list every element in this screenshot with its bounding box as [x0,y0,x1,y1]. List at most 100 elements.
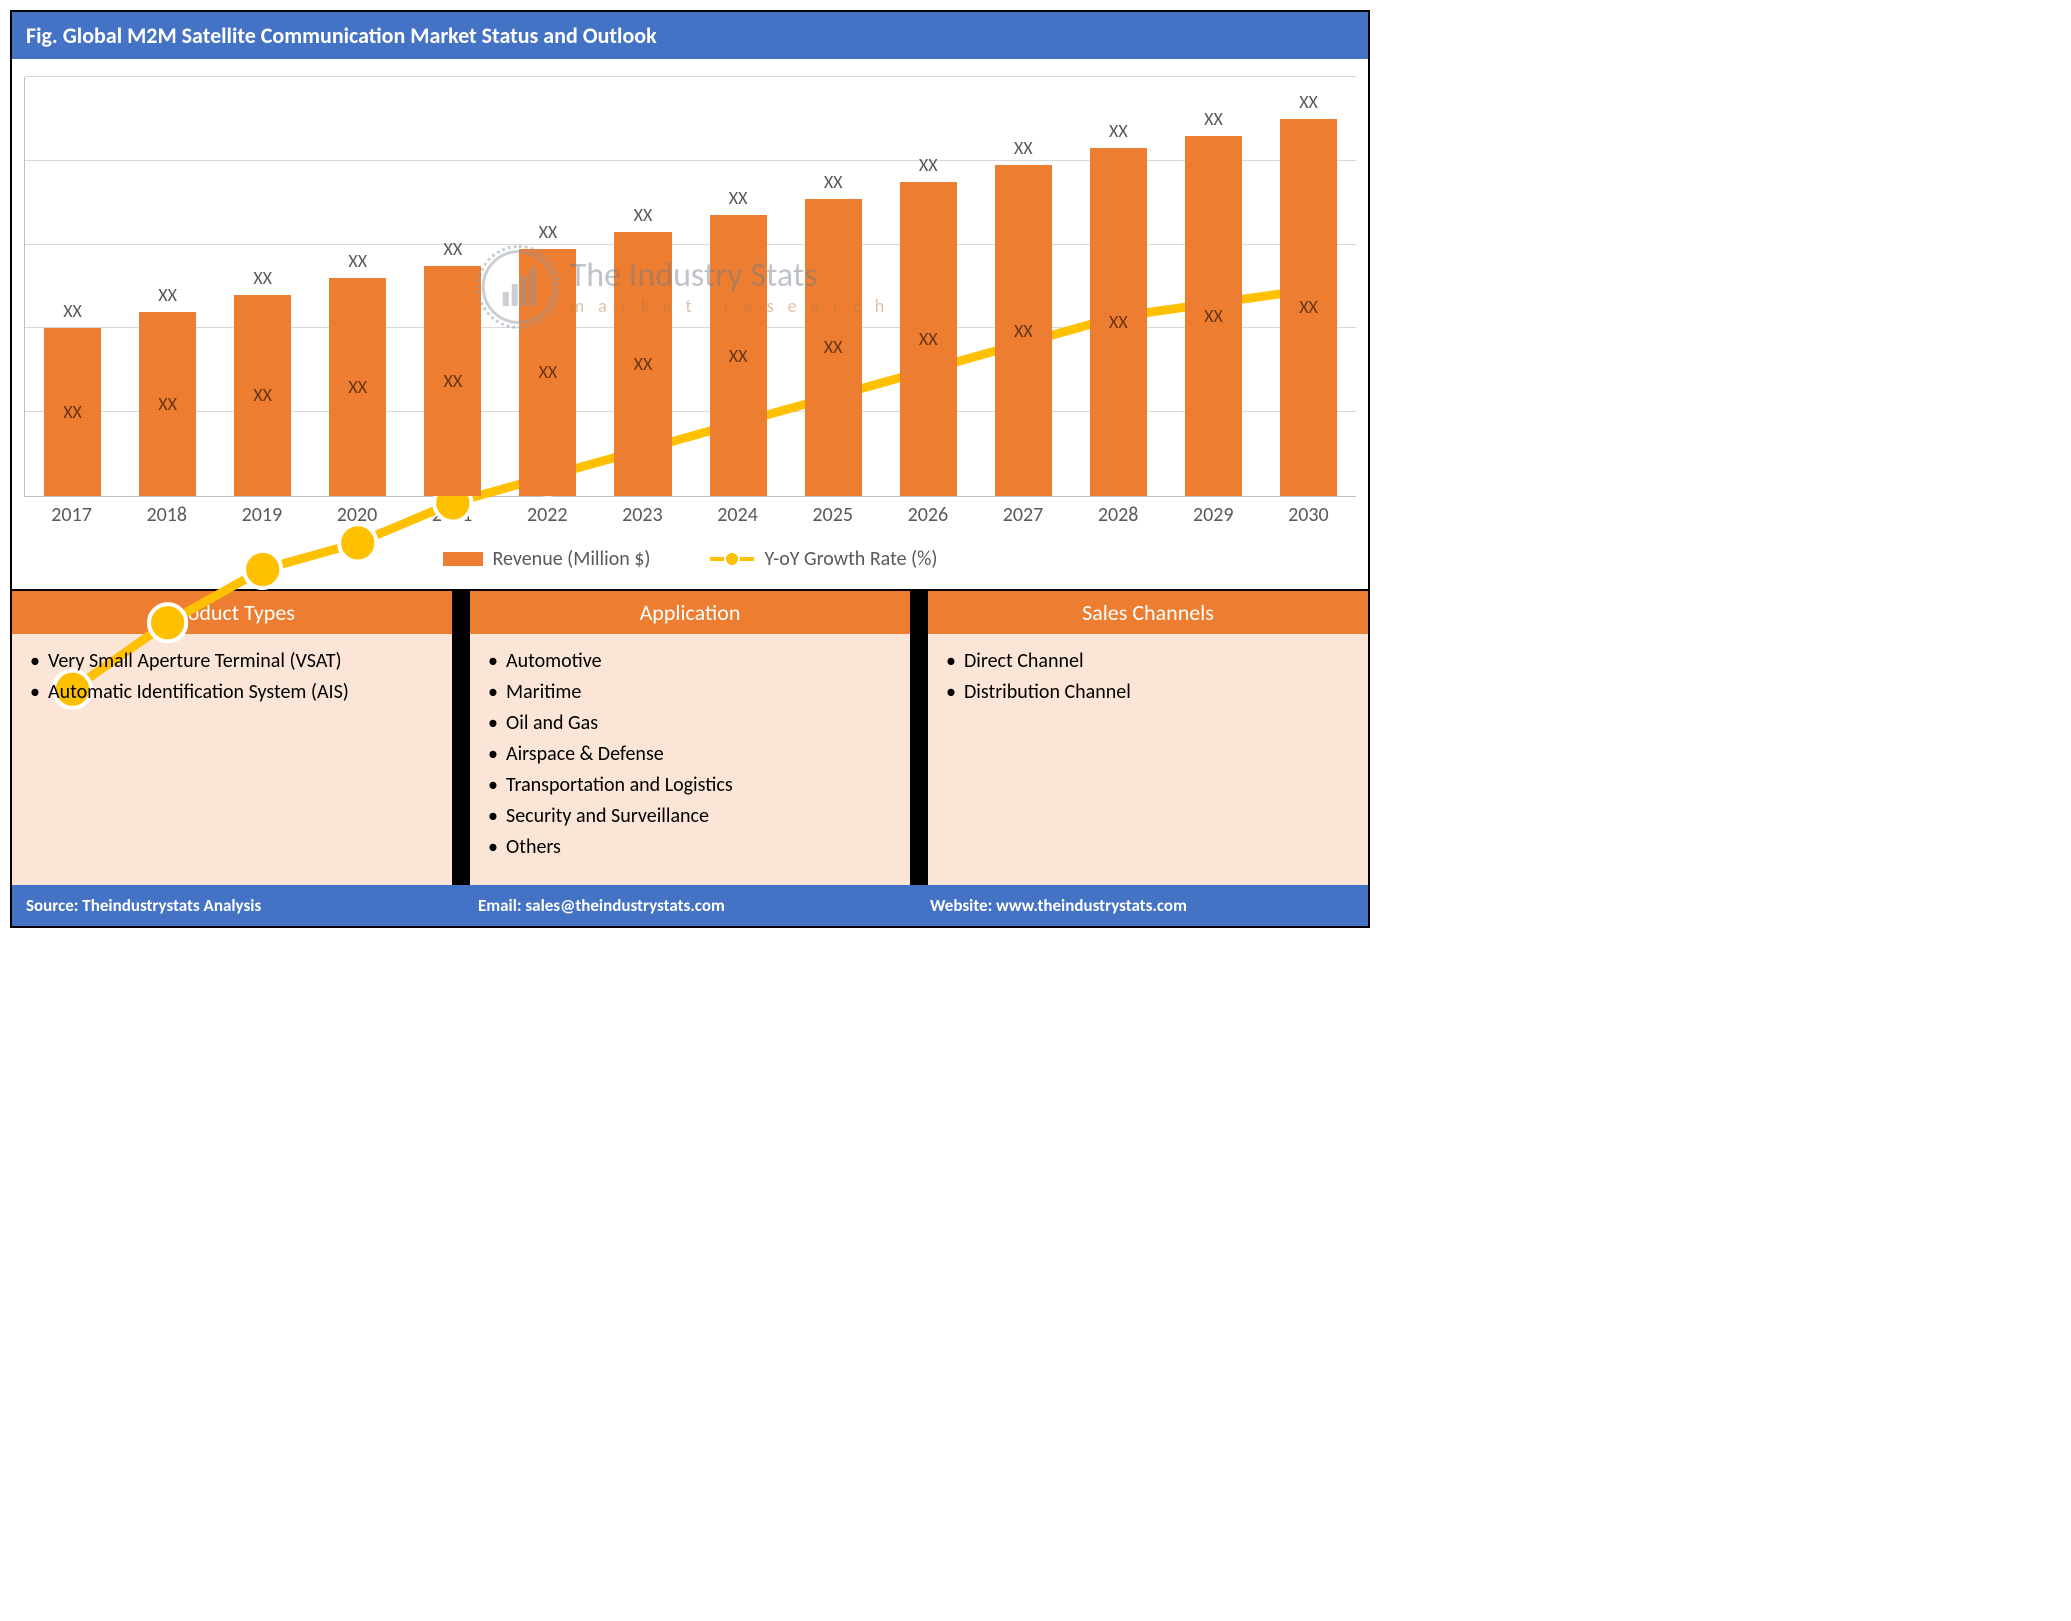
revenue-bar: XX [234,295,291,496]
bar-top-label: XX [539,221,558,243]
panel-heading: Sales Channels [928,591,1368,634]
bar-inner-label: XX [729,345,748,367]
x-tick: 2026 [880,503,975,527]
revenue-bar: XX [1280,119,1337,496]
bar-slot: XX XX [215,77,310,496]
x-tick: 2018 [119,503,214,527]
bar-top-label: XX [919,154,938,176]
legend-line-swatch [710,557,754,561]
category-panel: Product TypesVery Small Aperture Termina… [12,591,454,885]
revenue-bar: XX [1185,136,1242,496]
category-panel: Sales Channels Direct Channel Distribution… [926,591,1368,885]
bar-slot: XX XX [310,77,405,496]
bar-inner-label: XX [1014,320,1033,342]
combo-chart: XXXXXXXXXXXXXXXXXXXXXXXXXXXXXXXXXXXXXXXX… [24,77,1356,497]
category-panel: ApplicationAutomotiveMaritimeOil and Gas… [468,591,912,885]
panel-item: Others [488,834,892,861]
bar-top-label: XX [253,267,272,289]
legend-bar-label: Revenue (Million $) [493,547,651,571]
x-tick: 2029 [1166,503,1261,527]
panel-item: Direct Channel [946,648,1350,675]
bar-top-label: XX [634,204,653,226]
revenue-bar: XX [139,312,196,496]
bar-slot: XX XX [1261,77,1356,496]
x-axis: 2017201820192020202120222023202420252026… [24,503,1356,527]
x-tick: 2022 [500,503,595,527]
bar-slot: XX XX [881,77,976,496]
bar-slot: XX XX [25,77,120,496]
bar-inner-label: XX [919,328,938,350]
bar-inner-label: XX [824,336,843,358]
x-tick: 2020 [309,503,404,527]
bar-top-label: XX [729,187,748,209]
revenue-bar: XX [1090,148,1147,496]
bar-inner-label: XX [1109,311,1128,333]
x-tick: 2024 [690,503,785,527]
revenue-bar: XX [44,328,101,496]
legend-line-label: Y-oY Growth Rate (%) [764,547,937,571]
bar-inner-label: XX [634,353,653,375]
bar-top-label: XX [348,250,367,272]
revenue-bar: XX [424,266,481,496]
chart-area: XXXXXXXXXXXXXXXXXXXXXXXXXXXXXXXXXXXXXXXX… [12,59,1368,533]
panel-item: Distribution Channel [946,679,1350,706]
figure-frame: Fig. Global M2M Satellite Communication … [10,10,1370,928]
bar-top-label: XX [1109,120,1128,142]
bar-slot: XX XX [1166,77,1261,496]
revenue-bar: XX [805,199,862,496]
bar-inner-label: XX [539,361,558,383]
bar-top-label: XX [1204,108,1223,130]
panel-item: Security and Surveillance [488,803,892,830]
panel-item: Very Small Aperture Terminal (VSAT) [30,648,434,675]
category-panels: Product TypesVery Small Aperture Termina… [12,589,1368,885]
bar-top-label: XX [824,171,843,193]
bar-inner-label: XX [63,401,82,423]
bar-inner-label: XX [444,370,463,392]
x-tick: 2023 [595,503,690,527]
bar-slot: XX XX [786,77,881,496]
x-tick: 2030 [1261,503,1356,527]
panel-item: Transportation and Logistics [488,772,892,799]
footer-source: Source: Theindustrystats Analysis [12,885,464,926]
bar-slot: XX XX [405,77,500,496]
bar-inner-label: XX [348,376,367,398]
x-tick: 2028 [1071,503,1166,527]
panel-item: Airspace & Defense [488,741,892,768]
bar-slot: XX XX [595,77,690,496]
panel-item: Oil and Gas [488,710,892,737]
legend-revenue: Revenue (Million $) [443,547,651,571]
bar-inner-label: XX [253,384,272,406]
bar-inner-label: XX [1299,296,1318,318]
footer-bar: Source: Theindustrystats Analysis Email:… [12,885,1368,926]
revenue-bar: XX [995,165,1052,496]
panel-item: Automatic Identification System (AIS) [30,679,434,706]
panel-item: Maritime [488,679,892,706]
bar-top-label: XX [1299,91,1318,113]
x-tick: 2019 [214,503,309,527]
panel-body: Very Small Aperture Terminal (VSAT) Autom… [12,634,452,885]
bar-top-label: XX [444,238,463,260]
bar-top-label: XX [158,284,177,306]
x-tick: 2027 [975,503,1070,527]
figure-title: Fig. Global M2M Satellite Communication … [12,12,1368,59]
revenue-bar: XX [710,215,767,496]
revenue-bar: XX [614,232,671,496]
revenue-bar: XX [900,182,957,496]
bar-top-label: XX [1014,137,1033,159]
bar-top-label: XX [63,300,82,322]
x-tick: 2025 [785,503,880,527]
bar-slot: XX XX [976,77,1071,496]
bar-inner-label: XX [158,393,177,415]
bar-slot: XX XX [120,77,215,496]
chart-legend: Revenue (Million $) Y-oY Growth Rate (%) [12,533,1368,589]
bar-slot: XX XX [691,77,786,496]
legend-bar-swatch [443,552,483,566]
panel-body: Automotive Maritime Oil and Gas Airspace & … [470,634,910,885]
footer-website: Website: www.theindustrystats.com [916,885,1368,926]
panel-heading: Product Types [12,591,452,634]
bar-inner-label: XX [1204,305,1223,327]
panel-item: Automotive [488,648,892,675]
revenue-bar: XX [519,249,576,496]
bar-group: XXXXXXXXXXXXXXXXXXXXXXXXXXXXXXXXXXXXXXXX… [25,77,1356,496]
bar-slot: XX XX [500,77,595,496]
